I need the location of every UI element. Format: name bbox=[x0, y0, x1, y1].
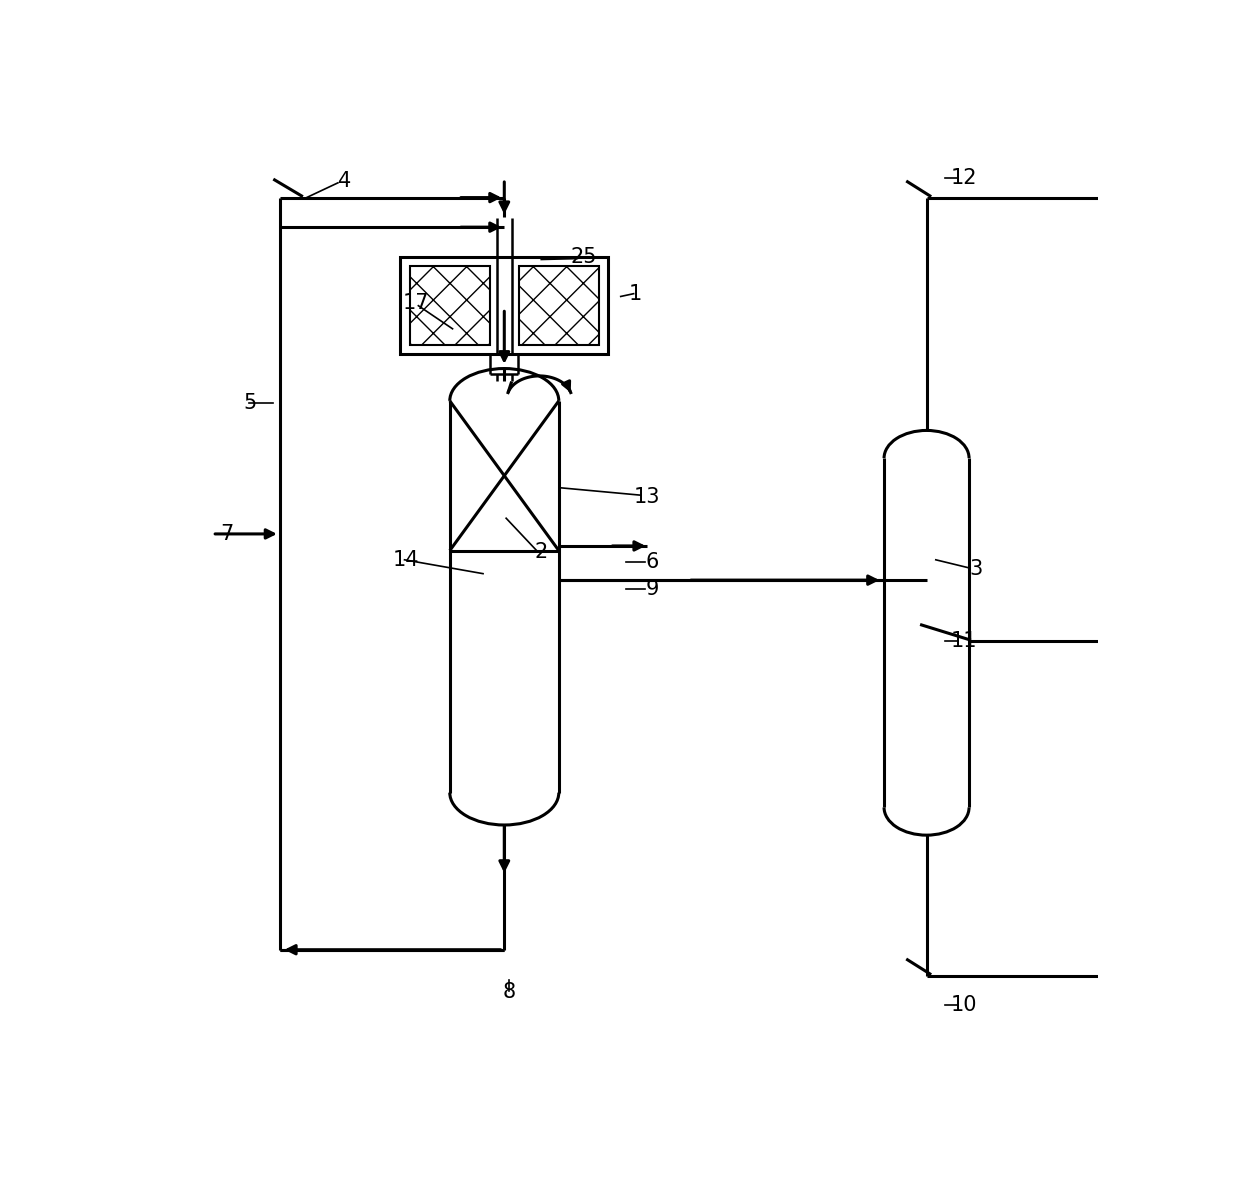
Text: 9: 9 bbox=[646, 580, 658, 599]
Text: 6: 6 bbox=[646, 552, 658, 571]
Text: 11: 11 bbox=[950, 631, 977, 652]
Text: 10: 10 bbox=[950, 995, 977, 1015]
Text: 13: 13 bbox=[634, 487, 660, 506]
Text: 4: 4 bbox=[337, 170, 351, 191]
Text: 14: 14 bbox=[393, 550, 419, 570]
Polygon shape bbox=[409, 266, 490, 344]
Text: 2: 2 bbox=[534, 542, 548, 563]
Text: 12: 12 bbox=[950, 168, 977, 188]
Text: 5: 5 bbox=[243, 392, 257, 413]
Text: 7: 7 bbox=[221, 524, 233, 544]
Text: 17: 17 bbox=[402, 293, 429, 313]
Text: 3: 3 bbox=[968, 559, 982, 580]
Text: 8: 8 bbox=[502, 983, 516, 1002]
Polygon shape bbox=[520, 266, 599, 344]
Text: 25: 25 bbox=[570, 247, 596, 266]
Text: 1: 1 bbox=[629, 283, 642, 304]
